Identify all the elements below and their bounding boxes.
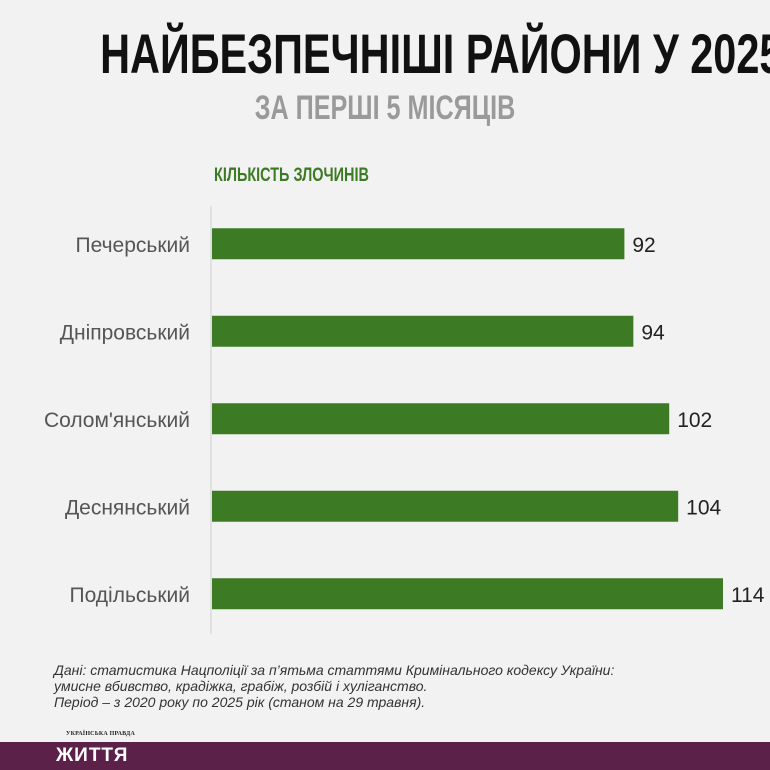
bar (212, 315, 634, 347)
bar (212, 228, 625, 260)
source-note: Дані: статистика Нацполіції за п’ятьма с… (54, 662, 614, 710)
bar-chart: Печерський 92 Дніпровський 94 Солом'янський 1… (44, 206, 765, 634)
category-label: Подільський (69, 584, 190, 607)
brand-bar (0, 742, 770, 770)
data-label: 114 (731, 584, 765, 607)
source-line-3: Період – з 2020 року по 2025 рік (станом… (54, 694, 426, 710)
source-line-1: Дані: статистика Нацполіції за п’ятьма с… (54, 662, 615, 678)
data-label: 92 (632, 234, 655, 257)
category-label: Деснянський (65, 496, 190, 519)
category-label: Печерський (76, 234, 190, 257)
bar (212, 578, 723, 610)
chart-subtitle: ЗА ПЕРШІ 5 МІСЯЦІВ (254, 89, 516, 127)
bar (212, 490, 679, 522)
category-label: Солом'янський (44, 409, 190, 432)
brand-logo: ЖИТТЯ (56, 745, 129, 766)
source-line-2: умисне вбивство, крадіжка, грабіж, розбі… (54, 678, 428, 694)
chart-title: НАЙБЕЗПЕЧНІШІ РАЙОНИ У 2025 (100, 22, 770, 85)
metric-label: КІЛЬКІСТЬ ЗЛОЧИНІВ (214, 165, 369, 186)
category-label: Дніпровський (60, 321, 190, 344)
data-label: 104 (686, 496, 721, 519)
data-label: 102 (677, 409, 712, 432)
brand-publisher: УКРАЇНСЬКА ПРАВДА (66, 731, 136, 737)
data-label: 94 (641, 321, 665, 344)
bar (212, 403, 670, 435)
